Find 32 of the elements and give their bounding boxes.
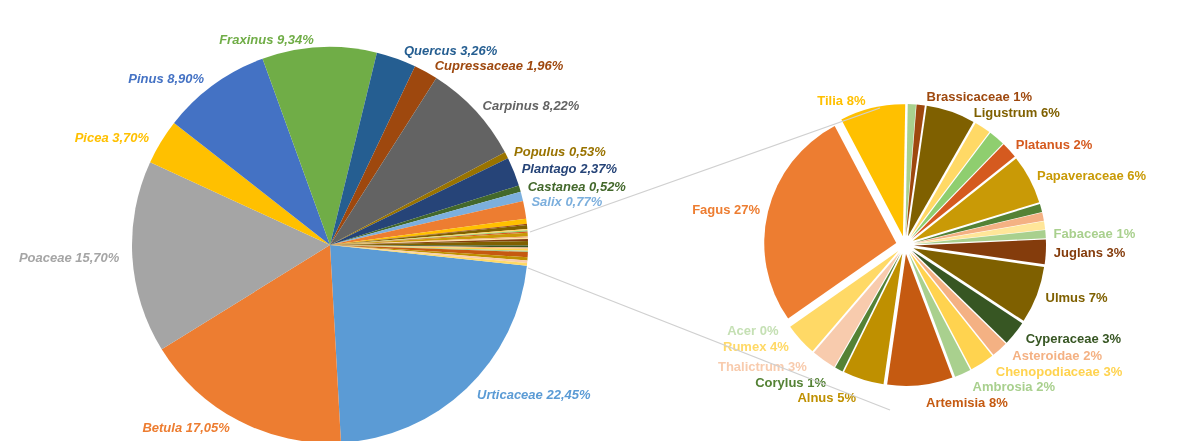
slice-label: Ambrosia 2% [972, 379, 1056, 395]
slice-label: Ligustrum 6% [973, 104, 1061, 120]
slice-label: Poaceae 15,70% [18, 250, 120, 266]
slice-label: Salix 0,77% [531, 193, 603, 209]
category-label: Acer 0% [727, 322, 779, 338]
slice-label: Asteroidae 2% [1012, 347, 1103, 363]
slice-label: Alnus 5% [797, 390, 857, 406]
slice-label: Rumex 4% [723, 338, 790, 354]
slice-label: Betula 17,05% [142, 420, 231, 436]
slice-label: Chenopodiaceae 3% [995, 363, 1123, 379]
slice-label: Brassicaceae 1% [926, 89, 1033, 105]
slice-label: Fagus 27% [692, 202, 761, 218]
slice-label: Picea 3,70% [74, 130, 150, 146]
slice-label: Populus 0,53% [514, 144, 607, 160]
slice-label: Corylus 1% [755, 374, 827, 390]
slice-label: Platanus 2% [1015, 137, 1093, 153]
slice-label: Ulmus 7% [1045, 290, 1109, 306]
slice-label: Urticaceae 22,45% [477, 386, 591, 402]
slice-label: Plantago 2,37% [521, 161, 618, 177]
slice-label: Juglans 3% [1053, 244, 1126, 260]
slice-label: Carpinus 8,22% [482, 97, 580, 113]
slice-label: Artemisia 8% [926, 395, 1009, 411]
slice-label: Tilia 8% [817, 92, 866, 108]
slice-label: Fraxinus 9,34% [219, 31, 315, 47]
slice-label: Fabaceae 1% [1053, 226, 1136, 242]
slice-label: Thalictrum 3% [717, 359, 808, 375]
slice-label: Pinus 8,90% [128, 70, 205, 86]
slice-label: Cyperaceae 3% [1025, 330, 1122, 346]
slice-label: Cupressaceae 1,96% [434, 58, 564, 74]
slice-label: Papaveraceae 6% [1036, 168, 1147, 184]
slice-label: Quercus 3,26% [404, 43, 498, 59]
slice-label: Castanea 0,52% [527, 178, 627, 194]
